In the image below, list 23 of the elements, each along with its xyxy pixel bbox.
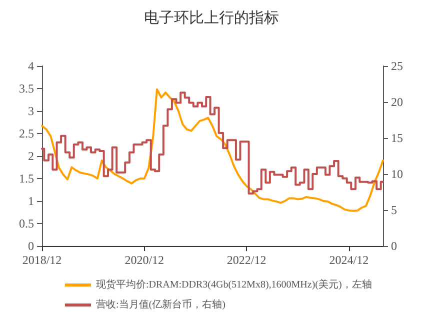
y-tick-label: 3.5 xyxy=(19,82,34,96)
y-tick-label: 0 xyxy=(28,239,34,253)
y-tick-label: 1 xyxy=(28,194,34,208)
y2-tick-label: 20 xyxy=(391,95,403,109)
y2-tick-label: 5 xyxy=(391,203,397,217)
y-tick-label: 2 xyxy=(28,149,34,163)
line-series xyxy=(41,88,384,212)
y-tick-label: 3 xyxy=(28,104,34,118)
y2-tick-label: 15 xyxy=(391,131,403,145)
y2-tick-label: 10 xyxy=(391,167,403,181)
legend-label: 营收:当月值(亿新台币，右轴) xyxy=(96,298,226,310)
chart-title: 电子环比上行的指标 xyxy=(144,10,279,26)
y-tick-label: 1.5 xyxy=(19,172,34,186)
y2-tick-label: 25 xyxy=(391,59,403,73)
x-tick-label: 2024/12 xyxy=(329,253,369,267)
x-tick-label: 2022/12 xyxy=(226,253,266,267)
y2-tick-label: 0 xyxy=(391,239,397,253)
x-tick-label: 2018/12 xyxy=(22,253,62,267)
y-tick-label: 2.5 xyxy=(19,126,34,140)
y-tick-label: 0.5 xyxy=(19,216,34,230)
y-tick-label: 4 xyxy=(28,59,34,73)
x-tick-label: 2020/12 xyxy=(124,253,164,267)
legend-label: 现货平均价:DRAM:DDR3(4Gb(512Mx8),1600MHz)(美元)，左轴 xyxy=(96,278,372,290)
